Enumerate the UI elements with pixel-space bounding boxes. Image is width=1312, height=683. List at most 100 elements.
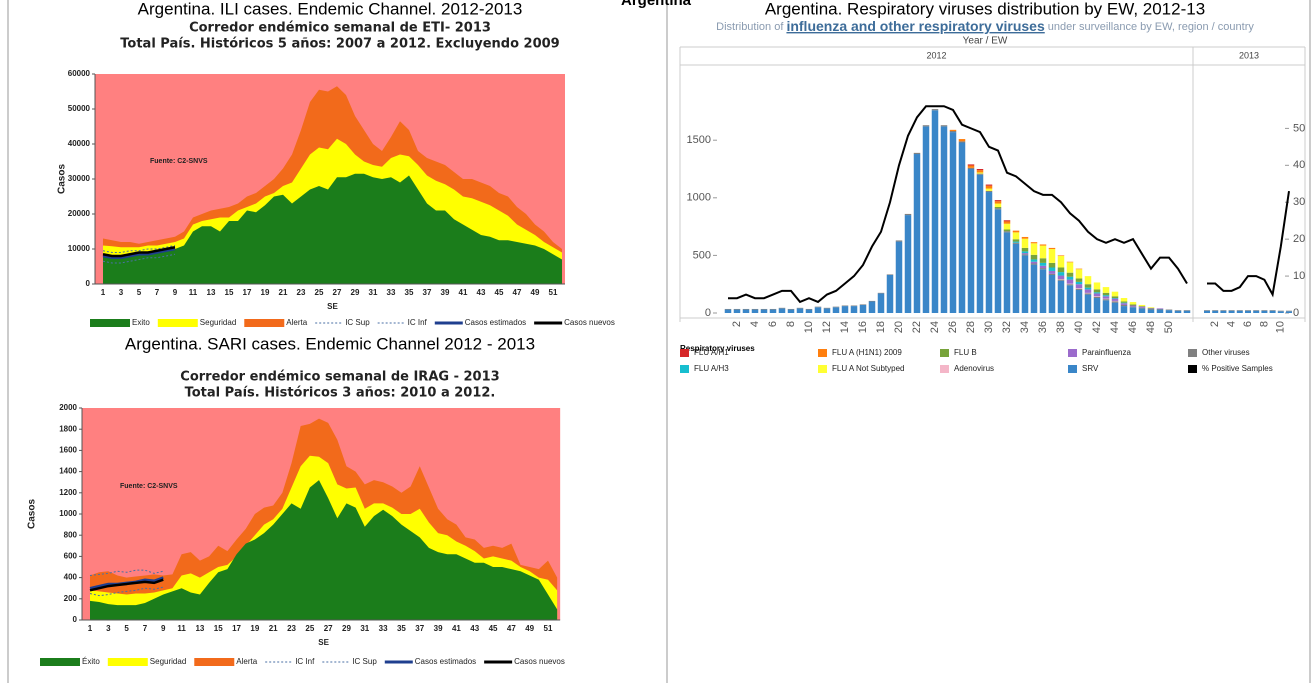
x-tick-label: 39 xyxy=(441,288,450,297)
bar-segment xyxy=(967,164,975,166)
bar-segment xyxy=(1165,309,1173,311)
x-tick-label: 5 xyxy=(124,624,129,633)
bar-segment xyxy=(1129,306,1137,308)
x-tick-label: 12 xyxy=(821,321,833,333)
x-tick-label: 35 xyxy=(397,624,406,633)
bar-segment xyxy=(1138,306,1146,308)
bar-segment xyxy=(1003,232,1011,313)
bar-segment xyxy=(1277,311,1284,313)
x-tick-label: 19 xyxy=(250,624,259,633)
bar-segment xyxy=(1003,229,1011,232)
legend-label: IC Sup xyxy=(352,657,377,666)
legend-swatch xyxy=(818,349,827,357)
bar-segment xyxy=(1204,310,1210,311)
subtitle-link[interactable]: influenza and other respiratory viruses xyxy=(786,18,1045,34)
bar-segment xyxy=(787,309,795,313)
bar-segment xyxy=(1269,310,1276,313)
bar-segment xyxy=(1261,310,1268,311)
bar-segment xyxy=(1147,308,1155,310)
bar-segment xyxy=(1084,289,1092,293)
x-tick-label: 42 xyxy=(1091,321,1103,333)
legend-label: IC Inf xyxy=(408,318,428,327)
bar-segment xyxy=(1165,310,1173,313)
x-tick-label: 33 xyxy=(387,288,396,297)
bar-segment xyxy=(1147,307,1155,308)
chart-subtitle: Distribution of influenza and other resp… xyxy=(716,18,1254,34)
x-tick-label: 15 xyxy=(225,288,234,297)
bar-segment xyxy=(1084,284,1092,288)
bar-segment xyxy=(1075,269,1083,279)
bar-segment xyxy=(841,305,849,307)
x-tick-label: 51 xyxy=(544,624,553,633)
legend-swatch xyxy=(107,658,148,666)
legend-swatch xyxy=(157,319,198,327)
x-axis-label: Year / EW xyxy=(963,36,1008,47)
x-tick-label: 38 xyxy=(1055,321,1067,333)
y-tick-label: 20000 xyxy=(68,209,91,218)
bar-segment xyxy=(1138,307,1146,309)
bar-segment xyxy=(1253,310,1260,313)
x-tick-label: 26 xyxy=(947,321,959,333)
bar-segment xyxy=(877,293,885,313)
bar-segment xyxy=(1066,279,1074,284)
legend-label: FLU A Not Subtyped xyxy=(832,364,905,373)
bar-segment xyxy=(1003,221,1011,224)
bar-segment xyxy=(1277,310,1284,312)
legend-label: SRV xyxy=(1082,364,1099,373)
bar-segment xyxy=(967,169,975,313)
legend-label: Casos nuevos xyxy=(514,657,565,666)
legend-label: Éxito xyxy=(82,657,100,666)
y-tick-label: 2000 xyxy=(59,403,77,412)
bar-segment xyxy=(940,125,948,127)
x-tick-label: 50 xyxy=(1163,321,1175,333)
x-tick-label: 10 xyxy=(803,321,815,333)
bar-segment xyxy=(1120,301,1128,303)
bar-segment xyxy=(1245,310,1251,313)
legend-label: Seguridad xyxy=(150,657,186,666)
x-tick-label: 22 xyxy=(911,321,923,333)
bar-segment xyxy=(859,304,867,305)
bar-segment xyxy=(1228,310,1235,311)
bar-segment xyxy=(1021,238,1029,248)
y-tick-label: 0 xyxy=(73,615,78,624)
bar-segment xyxy=(931,110,939,313)
chart-subtitle: Total País. Históricos 3 años: 2010 a 20… xyxy=(185,386,496,401)
x-tick-label: 37 xyxy=(415,624,424,633)
bar-segment xyxy=(868,300,876,302)
legend-label: Casos estimados xyxy=(415,657,476,666)
bar-segment xyxy=(1084,287,1092,290)
bar-segment xyxy=(1245,310,1251,311)
bar-segment xyxy=(1012,239,1020,242)
y-tick-label: 40000 xyxy=(68,139,91,148)
x-tick-label: 40 xyxy=(1073,321,1085,333)
x-tick-label: 29 xyxy=(351,288,360,297)
y2-tick-label: 50 xyxy=(1293,122,1305,134)
bar-segment xyxy=(967,167,975,169)
legend-title: Respiratory viruses xyxy=(680,344,755,353)
bar-segment xyxy=(949,132,957,313)
x-tick-label: 1 xyxy=(88,624,93,633)
x-tick-label: 45 xyxy=(489,624,498,633)
bar-segment xyxy=(976,170,984,173)
bar-segment xyxy=(796,307,804,309)
bar-segment xyxy=(1093,293,1101,297)
x-tick-label: 45 xyxy=(495,288,504,297)
legend-label: Seguridad xyxy=(200,318,236,327)
bar-segment xyxy=(1212,310,1219,311)
x-tick-label: 37 xyxy=(423,288,432,297)
legend-label: FLU B xyxy=(954,348,977,357)
y-tick-label: 400 xyxy=(64,573,78,582)
x-tick-label: 6 xyxy=(767,321,779,327)
bar-segment xyxy=(850,305,858,307)
bar-segment xyxy=(769,309,777,313)
bar-segment xyxy=(1075,289,1083,313)
bar-segment xyxy=(904,213,912,216)
y2-tick-label: 30 xyxy=(1293,196,1305,208)
bar-segment xyxy=(805,308,813,310)
bar-segment xyxy=(1111,296,1119,299)
x-tick-label: 34 xyxy=(1019,321,1031,333)
bar-segment xyxy=(841,306,849,313)
x-tick-label: 25 xyxy=(305,624,314,633)
x-tick-label: 31 xyxy=(369,288,378,297)
